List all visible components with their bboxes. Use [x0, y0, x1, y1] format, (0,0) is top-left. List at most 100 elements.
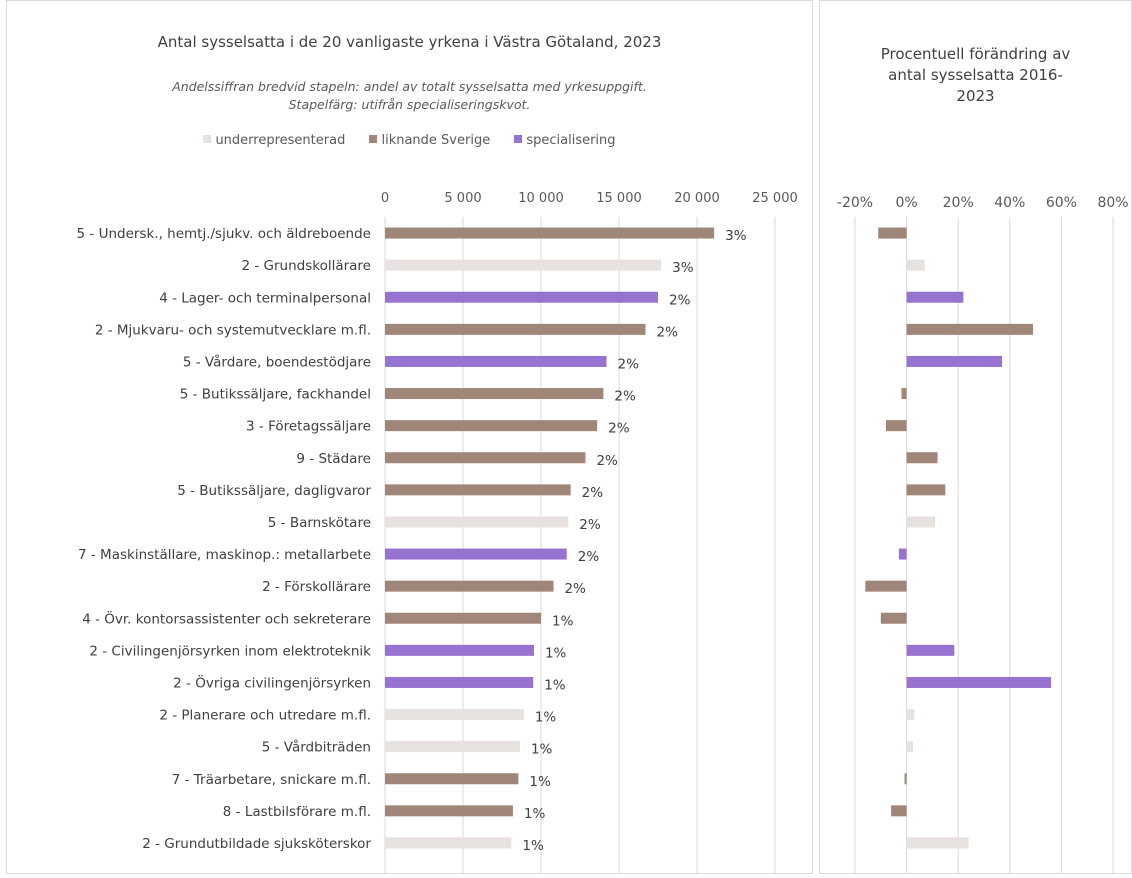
- x-tick-label: 60%: [1046, 195, 1077, 211]
- category-label: 2 - Mjukvaru- och systemutvecklare m.fl.: [95, 322, 371, 338]
- data-label: 3%: [725, 228, 747, 244]
- x-tick-label: 80%: [1097, 195, 1128, 211]
- category-label: 9 - Städare: [296, 451, 371, 467]
- legend-swatch-like: [369, 135, 378, 143]
- change-bar: [906, 516, 935, 528]
- category-label: 3 - Företagssäljare: [246, 419, 371, 435]
- legend-swatch-spec: [514, 135, 523, 143]
- bar: [385, 452, 586, 464]
- data-label: 3%: [672, 260, 694, 276]
- data-label: 1%: [535, 710, 557, 726]
- data-label: 2%: [578, 549, 600, 565]
- legend-item-spec: specialisering: [514, 133, 616, 148]
- bar: [385, 709, 524, 721]
- bar: [385, 355, 607, 367]
- category-label: 2 - Övriga civilingenjörsyrken: [173, 673, 371, 691]
- change-bar: [906, 741, 914, 753]
- category-label: 5 - Barnskötare: [268, 515, 371, 531]
- bar: [385, 580, 554, 592]
- category-label: 4 - Lager- och terminalpersonal: [159, 290, 371, 306]
- legend-swatch-under: [203, 135, 212, 143]
- bar: [385, 259, 662, 271]
- data-label: 2%: [564, 581, 586, 597]
- chart-subtitle-line-1: Andelssiffran bredvid stapeln: andel av …: [172, 79, 647, 94]
- data-label: 2%: [582, 485, 604, 501]
- legend-item-like: liknande Sverige: [369, 133, 490, 148]
- bar: [385, 516, 569, 528]
- change-bar: [906, 323, 1034, 335]
- change-bar: [906, 709, 915, 721]
- data-label: 2%: [614, 389, 636, 405]
- x-tick-label: -20%: [837, 195, 873, 211]
- left-chart-plot: 0 5 000 10 000 15 000 20 000 25 000 5 - Unders…: [77, 191, 798, 873]
- bar: [385, 805, 513, 817]
- category-label: 2 - Förskollärare: [262, 579, 371, 595]
- legend-item-under: underrepresenterad: [203, 133, 345, 148]
- change-bar: [906, 355, 1003, 367]
- bar: [385, 644, 534, 656]
- x-tick-label: 15 000: [596, 191, 642, 206]
- x-tick-label: 20%: [943, 195, 974, 211]
- right-chart-title-line-2: antal sysselsatta 2016-: [888, 66, 1063, 84]
- data-label: 1%: [524, 806, 546, 822]
- category-label: 2 - Grundskollärare: [241, 258, 371, 274]
- change-bar: [906, 452, 938, 464]
- right-chart-title-line-3: 2023: [956, 87, 995, 105]
- change-bar: [885, 420, 907, 432]
- change-bar: [880, 612, 907, 624]
- change-bar: [865, 580, 907, 592]
- legend-label-like: liknande Sverige: [381, 133, 491, 148]
- data-label: 2%: [596, 453, 618, 469]
- data-label: 1%: [529, 774, 551, 790]
- right-chart-title-line-1: Procentuell förändring av: [880, 45, 1071, 63]
- category-label: 5 - Butikssäljare, fackhandel: [180, 387, 371, 403]
- category-label: 2 - Civilingenjörsyrken inom elektrotekn…: [89, 643, 371, 659]
- category-label: 8 - Lastbilsförare m.fl.: [223, 804, 371, 820]
- x-tick-label: 0: [381, 191, 389, 206]
- category-label: 5 - Butikssäljare, dagligvaror: [177, 483, 371, 499]
- bar: [385, 484, 571, 496]
- change-bar: [906, 676, 1052, 688]
- bar: [385, 388, 604, 400]
- legend-label-spec: specialisering: [526, 133, 616, 148]
- change-bar: [878, 227, 907, 239]
- category-label: 2 - Grundutbildade sjuksköterskor: [142, 836, 371, 852]
- data-label: 2%: [657, 324, 679, 340]
- change-bar: [904, 773, 907, 785]
- right-chart-plot: -20% 0% 20% 40% 60% 80%: [837, 195, 1129, 873]
- category-label: 4 - Övr. kontorsassistenter och sekreter…: [82, 609, 371, 627]
- legend-label-under: underrepresenterad: [215, 133, 346, 148]
- x-tick-label: 5 000: [444, 191, 481, 206]
- data-label: 1%: [531, 742, 553, 758]
- data-label: 2%: [608, 421, 630, 437]
- change-bar: [906, 837, 969, 849]
- change-bar: [891, 805, 907, 817]
- change-bar: [898, 548, 907, 560]
- chart-legend: underrepresenterad liknande Sverige spec…: [7, 133, 812, 148]
- change-bar: [906, 644, 955, 656]
- data-label: 2%: [669, 292, 691, 308]
- change-bar: [901, 388, 907, 400]
- bar: [385, 291, 658, 303]
- bar: [385, 227, 715, 239]
- category-label: 5 - Vårdare, boendestödjare: [183, 353, 371, 370]
- bar: [385, 420, 598, 432]
- data-label: 1%: [522, 838, 544, 854]
- x-tick-label: 10 000: [518, 191, 564, 206]
- category-label: 7 - Maskinställare, maskinop.: metallarb…: [78, 547, 371, 563]
- change-bar: [906, 291, 964, 303]
- x-tick-label: 0%: [895, 195, 917, 211]
- category-label: 2 - Planerare och utredare m.fl.: [159, 708, 371, 724]
- chart-subtitle-line-2: Stapelfärg: utifrån specialiseringskvot.: [288, 97, 531, 112]
- data-label: 2%: [618, 356, 640, 372]
- data-label: 1%: [545, 645, 567, 661]
- right-chart-panel: Procentuell förändring av antal sysselsa…: [819, 0, 1132, 874]
- x-tick-label: 20 000: [674, 191, 720, 206]
- x-tick-label: 25 000: [752, 191, 798, 206]
- data-label: 1%: [552, 613, 574, 629]
- data-label: 2%: [579, 517, 601, 533]
- x-tick-label: 40%: [994, 195, 1025, 211]
- bar: [385, 323, 646, 335]
- data-label: 1%: [544, 677, 566, 693]
- bar: [385, 548, 567, 560]
